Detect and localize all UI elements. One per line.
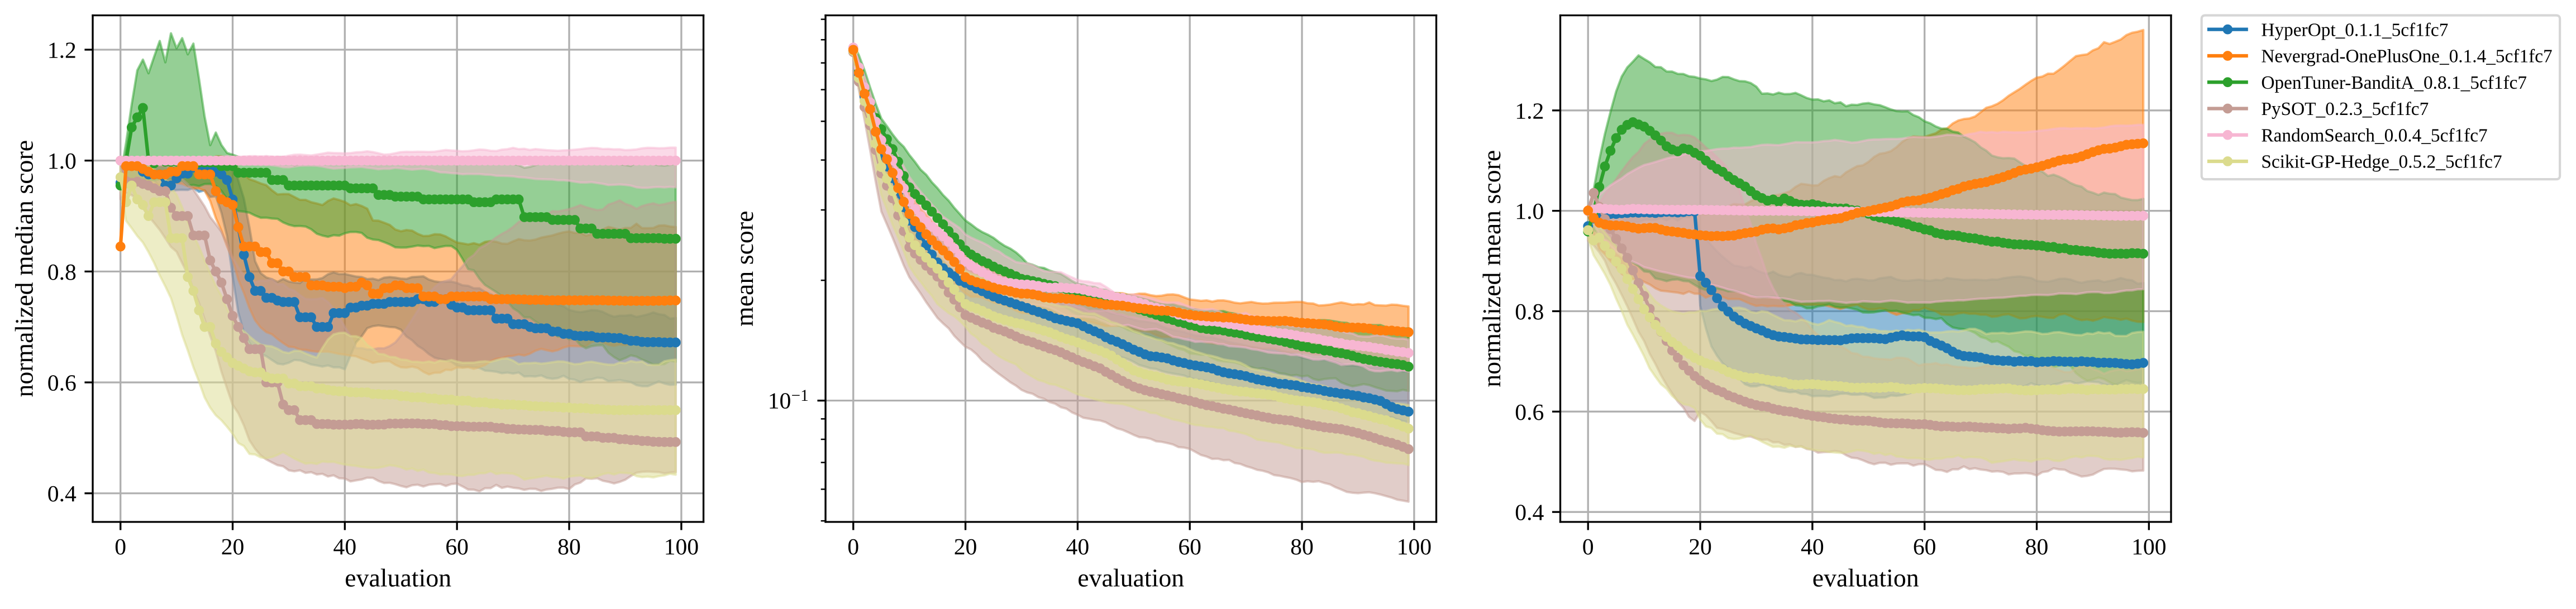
svg-text:1.2: 1.2: [47, 37, 77, 63]
svg-text:20: 20: [954, 534, 977, 560]
svg-text:40: 40: [1801, 534, 1824, 560]
svg-text:1.0: 1.0: [47, 148, 77, 174]
svg-text:1.2: 1.2: [1515, 98, 1544, 124]
svg-text:20: 20: [221, 534, 245, 560]
svg-text:80: 80: [1290, 534, 1314, 560]
svg-text:0.8: 0.8: [1515, 299, 1544, 325]
svg-text:normalized median score: normalized median score: [9, 140, 38, 397]
svg-text:100: 100: [664, 534, 699, 560]
svg-text:OpenTuner-BanditA_0.8.1_5cf1fc: OpenTuner-BanditA_0.8.1_5cf1fc7: [2261, 73, 2527, 93]
svg-text:100: 100: [2131, 534, 2166, 560]
svg-text:0.8: 0.8: [47, 260, 77, 285]
svg-text:Nevergrad-OnePlusOne_0.1.4_5cf: Nevergrad-OnePlusOne_0.1.4_5cf1fc7: [2261, 46, 2552, 67]
svg-text:evaluation: evaluation: [1812, 563, 1919, 592]
svg-text:0.4: 0.4: [47, 481, 77, 507]
svg-text:0.6: 0.6: [1515, 400, 1544, 425]
svg-text:60: 60: [1178, 534, 1201, 560]
svg-text:PySOT_0.2.3_5cf1fc7: PySOT_0.2.3_5cf1fc7: [2261, 99, 2429, 119]
svg-text:80: 80: [2025, 534, 2049, 560]
svg-text:20: 20: [1688, 534, 1712, 560]
svg-text:100: 100: [1397, 534, 1432, 560]
svg-text:60: 60: [1913, 534, 1936, 560]
svg-text:0.4: 0.4: [1515, 500, 1544, 526]
svg-text:80: 80: [557, 534, 581, 560]
svg-text:Scikit-GP-Hedge_0.5.2_5cf1fc7: Scikit-GP-Hedge_0.5.2_5cf1fc7: [2261, 152, 2502, 172]
svg-text:mean score: mean score: [730, 211, 759, 327]
svg-text:1.0: 1.0: [1515, 199, 1544, 224]
svg-text:40: 40: [1066, 534, 1090, 560]
svg-text:40: 40: [333, 534, 357, 560]
svg-text:0: 0: [115, 534, 126, 560]
svg-text:evaluation: evaluation: [1077, 563, 1184, 592]
svg-text:0: 0: [847, 534, 859, 560]
svg-text:60: 60: [445, 534, 469, 560]
svg-text:0: 0: [1582, 534, 1594, 560]
svg-text:RandomSearch_0.0.4_5cf1fc7: RandomSearch_0.0.4_5cf1fc7: [2261, 125, 2487, 146]
svg-text:1 0 −: 1 0 − 1: [768, 368, 810, 416]
svg-text:evaluation: evaluation: [345, 563, 451, 592]
svg-text:HyperOpt_0.1.1_5cf1fc7: HyperOpt_0.1.1_5cf1fc7: [2261, 20, 2448, 40]
svg-text:normalized mean score: normalized mean score: [1477, 150, 1506, 387]
svg-text:0.6: 0.6: [47, 371, 77, 396]
